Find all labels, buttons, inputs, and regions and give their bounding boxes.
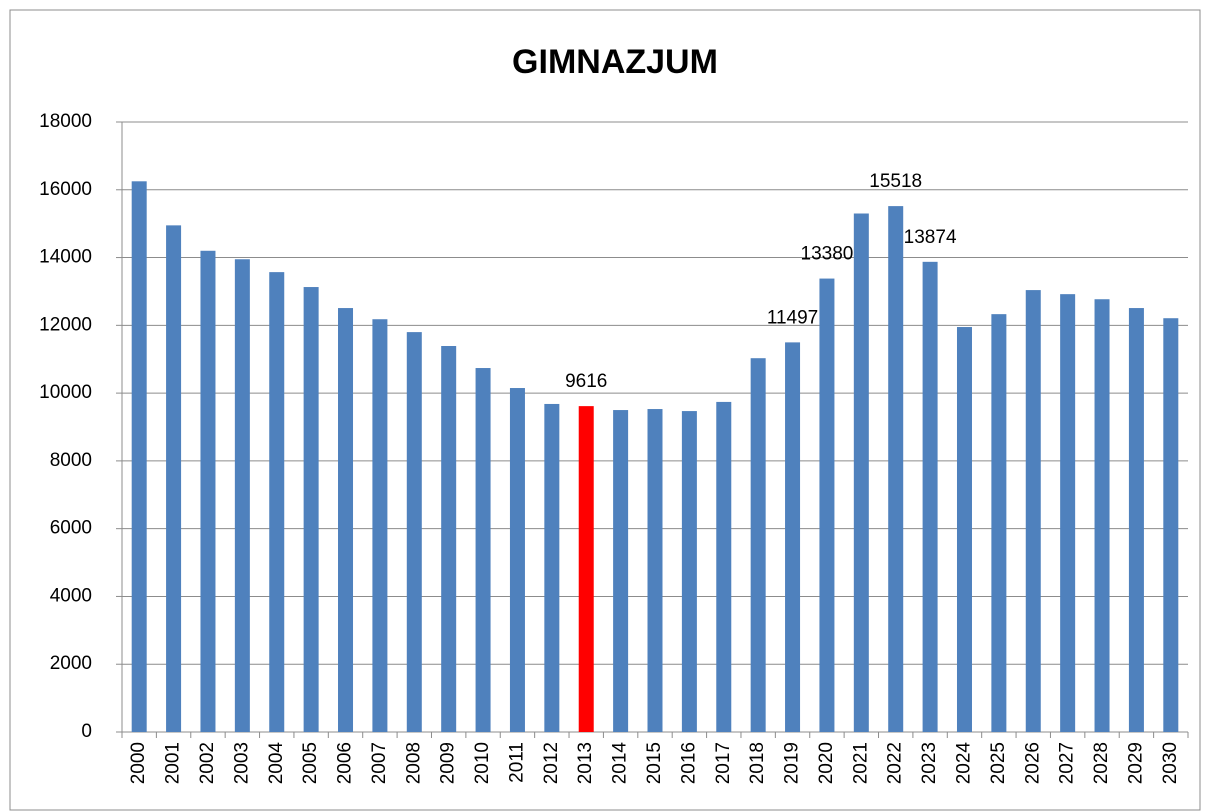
bar [406, 332, 422, 732]
y-tick-label: 14000 [39, 247, 92, 268]
x-tick-label: 2025 [988, 742, 1009, 784]
x-tick-label: 2002 [197, 742, 218, 784]
x-tick-label: 2004 [266, 742, 287, 785]
data-label: 9616 [565, 371, 607, 392]
bar [441, 346, 457, 732]
data-label: 15518 [869, 171, 922, 192]
x-tick-label: 2015 [644, 742, 665, 784]
x-tick-label: 2021 [850, 742, 871, 784]
bar [234, 259, 250, 732]
y-tick-label: 0 [81, 721, 92, 742]
bar [888, 206, 904, 732]
bar [544, 403, 560, 732]
bar [1025, 290, 1041, 732]
y-tick-label: 12000 [39, 314, 92, 335]
bar [613, 410, 629, 732]
y-tick-label: 18000 [39, 111, 92, 132]
bar [647, 409, 663, 732]
x-tick-label: 2028 [1091, 742, 1112, 784]
bar [819, 278, 835, 732]
x-tick-label: 2007 [369, 742, 390, 784]
x-tick-label: 2027 [1057, 742, 1078, 784]
bar [1060, 294, 1076, 732]
x-tick-label: 2023 [919, 742, 940, 784]
x-tick-label: 2003 [231, 742, 252, 784]
bar [338, 308, 354, 732]
bar [785, 342, 801, 732]
data-label: 13874 [904, 227, 957, 248]
bar [166, 225, 182, 732]
data-label: 11497 [767, 307, 818, 328]
bar [578, 406, 594, 732]
y-tick-label: 16000 [39, 179, 92, 200]
bar [200, 250, 216, 732]
x-tick-label: 2020 [816, 742, 837, 784]
x-tick-label: 2019 [782, 742, 803, 784]
x-tick-label: 2030 [1160, 742, 1181, 784]
bar [681, 411, 697, 732]
bar [991, 314, 1007, 732]
bar [853, 213, 869, 732]
x-tick-label: 2014 [610, 742, 631, 785]
x-tick-label: 2016 [678, 742, 699, 784]
x-tick-label: 2022 [885, 742, 906, 784]
x-tick-label: 2018 [747, 742, 768, 784]
bar [1128, 308, 1144, 732]
x-tick-label: 2001 [163, 742, 184, 784]
x-tick-label: 2009 [438, 742, 459, 784]
x-tick-label: 2005 [300, 742, 321, 784]
chart-title: GIMNAZJUM [512, 43, 718, 81]
bar [1094, 299, 1110, 732]
x-tick-label: 2008 [403, 742, 424, 784]
x-tick-label: 2011 [506, 742, 527, 783]
bar [269, 272, 285, 732]
y-tick-label: 2000 [50, 653, 92, 674]
bar [509, 388, 525, 732]
y-tick-label: 10000 [39, 382, 92, 403]
x-tick-label: 2024 [953, 742, 974, 785]
x-tick-label: 2017 [713, 742, 734, 784]
bar [1163, 318, 1179, 732]
y-tick-label: 8000 [50, 450, 92, 471]
x-tick-label: 2000 [128, 742, 149, 784]
y-tick-label: 6000 [50, 518, 92, 539]
bar [956, 327, 972, 732]
bar [131, 181, 147, 733]
bar [372, 319, 388, 732]
x-tick-label: 2012 [541, 742, 562, 784]
bar [922, 261, 938, 732]
x-tick-label: 2006 [335, 742, 356, 784]
x-tick-label: 2029 [1125, 742, 1146, 784]
bar [303, 287, 319, 732]
bar [475, 368, 491, 732]
x-tick-label: 2010 [472, 742, 493, 784]
bar [716, 401, 732, 732]
y-tick-label: 4000 [50, 585, 92, 606]
x-tick-label: 2026 [1022, 742, 1043, 784]
chart-frame [9, 9, 1201, 811]
bar [750, 358, 766, 732]
data-label: 13380 [801, 244, 854, 265]
x-tick-label: 2013 [575, 742, 596, 784]
